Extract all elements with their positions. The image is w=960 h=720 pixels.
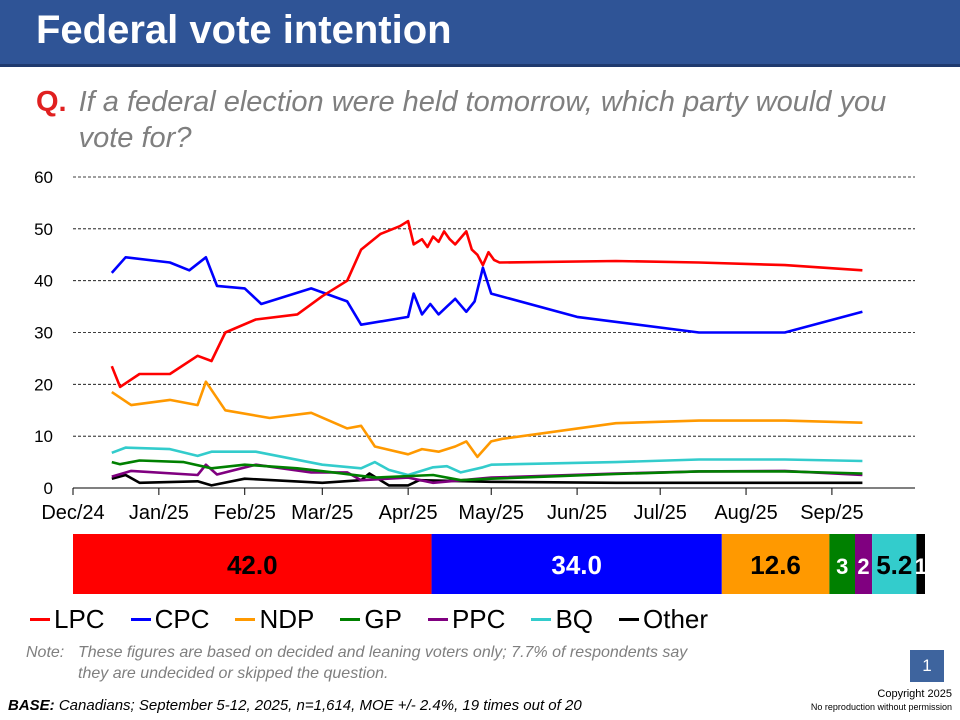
legend-label: NDP [259,604,315,634]
legend-item-ndp: NDP [235,604,314,635]
legend-item-gp: GP [340,604,402,635]
bar-label-other: 1 [915,554,927,579]
legend-swatch [340,618,361,621]
y-tick-label: 0 [44,479,53,498]
legend-item-bq: BQ [531,604,593,635]
y-tick-label: 60 [34,168,53,187]
legend-label: GP [364,604,402,634]
legend-swatch [130,618,151,621]
legend-swatch [235,618,256,621]
question-text: If a federal election were held tomorrow… [78,86,887,154]
x-tick-label: Mar/25 [291,502,353,524]
y-tick-label: 40 [34,272,53,291]
x-tick-label: Jun/25 [547,502,607,524]
title-bar: Federal vote intention [0,0,960,67]
legend-label: BQ [555,604,594,634]
x-tick-label: May/25 [458,502,524,524]
legend-item-lpc: LPC [30,604,105,635]
base-text: BASE: Canadians; September 5-12, 2025, n… [8,697,582,714]
copyright: Copyright 2025 No reproduction without pe… [811,688,952,714]
base-label: BASE: [8,697,55,714]
series-line-gp [111,459,863,482]
bar-label-lpc: 42.0 [227,550,278,580]
bar-segment-cpc [431,534,722,594]
legend-label: LPC [54,604,105,634]
legend-item-other: Other [619,604,708,635]
base-description: Canadians; September 5-12, 2025, n=1,614… [54,697,582,714]
bar-segment-ndp [721,534,830,594]
legend-item-cpc: CPC [130,604,210,635]
y-tick-label: 20 [34,375,53,394]
x-tick-label: Dec/24 [41,502,104,524]
series-line-lpc [110,219,863,389]
x-tick-label: Jul/25 [633,502,686,524]
legend-swatch [531,618,552,621]
x-tick-label: Sep/25 [800,502,863,524]
x-tick-label: Apr/25 [379,502,438,524]
x-tick-label: Aug/25 [714,502,777,524]
note: Note: These figures are based on decided … [26,642,687,684]
y-tick-label: 10 [34,427,53,446]
x-tick-label: Jan/25 [129,502,189,524]
bar-label-ppc: 2 [857,554,869,579]
y-tick-label: 50 [34,220,53,239]
legend-swatch [427,618,448,621]
x-tick-label: Feb/25 [214,502,276,524]
note-label: Note: [26,644,65,661]
bar-segment-gp [829,534,855,594]
bar-segment-ppc [854,534,873,594]
legend-label: CPC [154,604,210,634]
series-line-bq [111,446,863,477]
legend-swatch [30,618,50,621]
page-title: Federal vote intention [36,8,452,52]
note-line-2: they are undecided or skipped the questi… [78,665,389,682]
series-line-ndp [111,380,863,459]
legend: LPC CPC NDP GP PPC BQ Other [30,604,708,635]
bar-label-bq: 5.2 [876,550,912,580]
bar-segment-lpc [73,534,432,594]
legend-item-ppc: PPC [427,604,506,635]
bar-segment-bq [872,534,917,594]
copyright-line: Copyright 2025 [877,688,952,700]
reproduction-notice: No reproduction without permission [810,702,952,712]
legend-label: PPC [451,604,506,634]
bar-label-gp: 3 [836,554,848,579]
series-line-cpc [110,255,863,334]
legend-swatch [619,618,640,621]
y-tick-label: 30 [34,324,53,343]
question: Q. If a federal election were held tomorr… [36,84,929,156]
bar-label-ndp: 12.6 [750,550,801,580]
bar-label-cpc: 34.0 [551,550,602,580]
bar-segment-other [916,534,925,594]
page-number: 1 [910,650,944,682]
question-label: Q. [36,86,67,118]
legend-label: Other [643,604,709,634]
note-line-1: These figures are based on decided and l… [78,644,688,661]
